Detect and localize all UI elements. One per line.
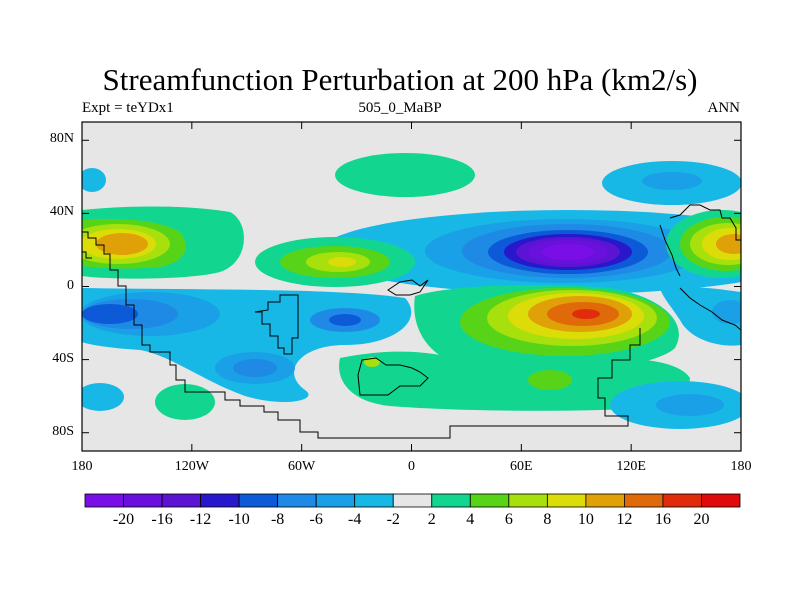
- x-tick-label: 180: [730, 459, 752, 474]
- contour-pos-west-12: [96, 233, 148, 255]
- contour-neg-sw: [82, 383, 124, 411]
- experiment-label: Expt = teYDx1: [82, 100, 174, 116]
- colorbar-swatch: [508, 493, 548, 508]
- coastlines: [82, 204, 741, 439]
- colorbar-label: -16: [151, 511, 173, 528]
- coastline-south: [82, 231, 641, 439]
- x-tick-label: 60W: [288, 459, 316, 474]
- x-tick-label: 0: [408, 459, 415, 474]
- colorbar-swatch: [585, 493, 625, 508]
- colorbar-swatch: [277, 493, 317, 508]
- colorbar-label: -8: [270, 511, 285, 528]
- colorbar-swatch: [200, 493, 240, 508]
- colorbar-swatch: [392, 493, 433, 508]
- x-tick-label: 120W: [174, 459, 209, 474]
- contour-neg-nw: [82, 168, 106, 192]
- contour-pos-indian-20: [572, 309, 600, 319]
- y-tick-label: 40N: [49, 204, 74, 220]
- x-tick-label: 60E: [510, 459, 533, 474]
- contour-pos-north: [335, 153, 475, 197]
- contour-pos-south-band: [339, 351, 690, 411]
- colorbar-swatch: [431, 493, 471, 508]
- colorbar-label: -6: [309, 511, 323, 528]
- contour-pos-atlantic-10: [328, 257, 356, 267]
- axis-ticks: [81, 122, 742, 451]
- colorbar-swatch: [161, 493, 201, 508]
- colorbar-label: 16: [654, 511, 671, 528]
- coastline-maritime: [679, 287, 741, 331]
- colorbar-swatch: [238, 493, 279, 508]
- colorbar-label: -12: [189, 511, 212, 528]
- contour-pos-sw: [155, 384, 215, 420]
- y-tick-label: 0: [67, 277, 74, 293]
- colorbar-swatch: [546, 493, 587, 508]
- colorbar-label: -20: [112, 511, 135, 528]
- colorbar-swatch: [315, 493, 356, 508]
- colorbar-label: -10: [228, 511, 250, 528]
- contour-neg-ne-core: [642, 172, 702, 190]
- contour-pos-south-6: [528, 370, 572, 390]
- contour-neg-se-upper-4: [712, 300, 741, 324]
- coastline-africa-south: [357, 357, 429, 396]
- colorbar-label: 8: [543, 511, 552, 528]
- colorbar-swatch: [123, 493, 163, 508]
- coastline-east-asia: [669, 204, 741, 241]
- y-tick-label: 80S: [52, 423, 74, 439]
- contour-neg-atlantic-8: [329, 314, 361, 326]
- colorbar: [84, 493, 741, 508]
- colorbar-swatch: [624, 493, 664, 508]
- coastline-west-edge: [82, 251, 92, 259]
- coastline-south-america-north: [254, 294, 299, 355]
- colorbar-label: 6: [504, 511, 513, 528]
- x-tick-label: 120E: [616, 459, 646, 474]
- figure-title: Streamfunction Perturbation at 200 hPa (…: [102, 62, 698, 97]
- y-tick-label: 80N: [49, 131, 74, 147]
- colorbar-swatch: [84, 493, 124, 508]
- case-label: 505_0_MaBP: [358, 100, 442, 116]
- contour-neg-se-lower-4: [656, 394, 724, 416]
- contour-neg-southpac-6: [233, 359, 277, 377]
- contour-neg-20: [542, 244, 594, 260]
- coastline-arabia: [387, 279, 429, 296]
- y-tick-label: 40S: [52, 350, 74, 366]
- colorbar-swatch: [701, 493, 741, 508]
- colorbar-swatch: [469, 493, 510, 508]
- season-label: ANN: [707, 100, 741, 116]
- colorbar-label: 4: [466, 511, 475, 528]
- contour-field: [82, 122, 741, 451]
- colorbar-label: 2: [427, 511, 436, 528]
- colorbar-label: 10: [577, 511, 594, 528]
- colorbar-label: 20: [693, 511, 710, 528]
- contour-neg-south-8: [82, 304, 138, 324]
- colorbar-swatch: [354, 493, 394, 508]
- colorbar-label: -2: [386, 511, 400, 528]
- contour-pos-east-12: [716, 234, 741, 254]
- contour-neg-se-upper: [660, 287, 741, 346]
- colorbar-swatch: [662, 493, 702, 508]
- coastline-indochina: [659, 224, 681, 277]
- x-tick-label: 180: [71, 459, 93, 474]
- colorbar-label: -4: [348, 511, 362, 528]
- colorbar-label: 12: [616, 511, 633, 528]
